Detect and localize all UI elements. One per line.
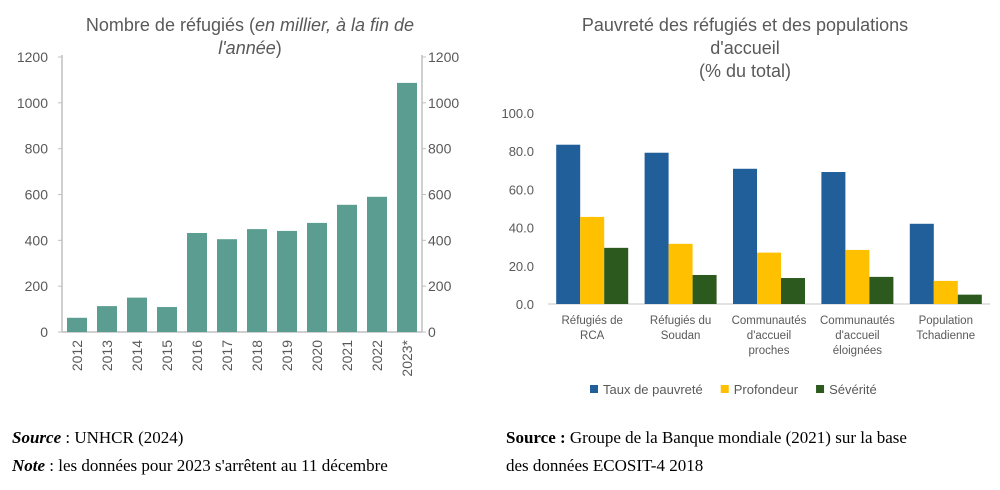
y-tick-label: 400: [25, 232, 49, 248]
x-tick-label: 2017: [219, 340, 235, 371]
x-tick-label: 2021: [339, 340, 355, 371]
x-tick-label: 2015: [159, 340, 175, 371]
category-label: Réfugiés du: [650, 315, 711, 327]
title-line: Pauvreté des réfugiés et des populations: [581, 15, 909, 35]
bar-Profondeur-1: [668, 243, 693, 304]
y-tick-label: 800: [25, 141, 49, 157]
y-tick-label: 200: [25, 278, 49, 294]
y-tick-label: 100.0: [501, 106, 534, 121]
bar-Taux de pauvreté-3: [821, 172, 846, 304]
bar-Taux de pauvreté-0: [556, 144, 581, 304]
x-tick-label: 2019: [279, 340, 295, 371]
y-tick-label: 600: [25, 187, 49, 203]
bar-Sévérité-1: [692, 274, 717, 304]
x-tick-label: 2023*: [399, 339, 415, 376]
bar-Sévérité-3: [869, 276, 894, 304]
legend-swatch: [816, 385, 825, 393]
category-label: éloignées: [833, 345, 882, 357]
right-chart-title: Pauvreté des réfugiés et des populations…: [540, 14, 950, 83]
right-source: Source : Groupe de la Banque mondiale (2…: [506, 428, 907, 448]
y-tick-label: 0: [40, 324, 48, 340]
bar-Profondeur-2: [757, 252, 781, 304]
bar-2020: [307, 222, 327, 332]
legend-swatch: [720, 385, 729, 393]
y2-tick-label: 1200: [428, 49, 459, 65]
legend-swatch: [590, 385, 598, 393]
x-tick-label: 2018: [249, 340, 265, 371]
title-line: d'accueil: [710, 38, 780, 58]
y2-tick-label: 400: [428, 232, 452, 248]
bar-2014: [127, 297, 147, 332]
bar-Sévérité-2: [781, 278, 805, 304]
title-main: Nombre de réfugiés (: [85, 15, 255, 35]
category-label: Soudan: [661, 330, 701, 342]
source-text: Groupe de la Banque mondiale (2021) sur …: [565, 428, 907, 447]
bar-2015: [157, 307, 177, 332]
y-tick-label: 20.0: [509, 259, 534, 274]
legend-label: Taux de pauvreté: [603, 382, 703, 397]
category-label: d'accueil: [747, 330, 791, 342]
category-label: proches: [749, 345, 790, 357]
category-label: Population: [919, 315, 973, 327]
x-tick-label: 2013: [99, 340, 115, 371]
x-tick-label: 2012: [69, 340, 85, 371]
legend-label: Sévérité: [829, 382, 877, 397]
y-tick-label: 0.0: [516, 297, 534, 312]
left-chart-title: Nombre de réfugiés (en millier, à la fin…: [60, 14, 440, 60]
category-label: Réfugiés de: [562, 315, 623, 327]
bar-2013: [97, 306, 117, 332]
y2-tick-label: 1000: [428, 95, 459, 111]
category-label: Communautés: [732, 315, 807, 327]
legend-label: Profondeur: [734, 382, 799, 397]
bar-Taux de pauvreté-4: [909, 223, 934, 304]
bar-2021: [337, 204, 357, 332]
y-tick-label: 80.0: [509, 144, 534, 159]
left-note: Note : les données pour 2023 s'arrêtent …: [12, 456, 388, 476]
category-label: Tchadienne: [916, 330, 975, 342]
bar-2022: [367, 196, 387, 332]
y2-tick-label: 200: [428, 278, 452, 294]
y-tick-label: 40.0: [509, 221, 534, 236]
bar-2016: [187, 233, 207, 332]
bar-Sévérité-4: [957, 294, 982, 304]
bar-2019: [277, 230, 297, 332]
left-source: Source : UNHCR (2024): [12, 428, 183, 448]
y2-tick-label: 800: [428, 141, 452, 157]
y2-tick-label: 0: [428, 324, 436, 340]
note-text: : les données pour 2023 s'arrêtent au 11…: [45, 456, 388, 475]
x-tick-label: 2020: [309, 340, 325, 371]
bar-Profondeur-4: [933, 280, 958, 304]
y-tick-label: 60.0: [509, 182, 534, 197]
y-tick-label: 1000: [17, 95, 48, 111]
category-label: Communautés: [820, 315, 895, 327]
bar-Taux de pauvreté-1: [644, 152, 669, 304]
source-label: Source: [12, 428, 62, 447]
x-tick-label: 2016: [189, 340, 205, 371]
source-label: Source :: [506, 428, 566, 447]
bar-Sévérité-0: [604, 247, 629, 304]
category-label: d'accueil: [835, 330, 879, 342]
title-italic: en millier, à la fin de l'année: [218, 15, 415, 58]
x-tick-label: 2022: [369, 340, 385, 371]
bar-Profondeur-0: [580, 216, 605, 304]
y-tick-label: 1200: [17, 49, 48, 65]
y2-tick-label: 600: [428, 187, 452, 203]
title-line: (% du total): [698, 61, 792, 81]
bar-2018: [247, 229, 267, 332]
right-source-cont: des données ECOSIT-4 2018: [506, 456, 704, 475]
bar-Taux de pauvreté-2: [733, 168, 757, 304]
source-text: : UNHCR (2024): [61, 428, 184, 447]
bar-2017: [217, 239, 237, 332]
bar-2023*: [397, 82, 417, 332]
title-end: ): [275, 38, 282, 58]
bar-2012: [67, 317, 87, 332]
x-tick-label: 2014: [129, 340, 145, 371]
note-label: Note: [12, 456, 46, 475]
category-label: RCA: [580, 330, 605, 342]
bar-Profondeur-3: [845, 249, 870, 304]
